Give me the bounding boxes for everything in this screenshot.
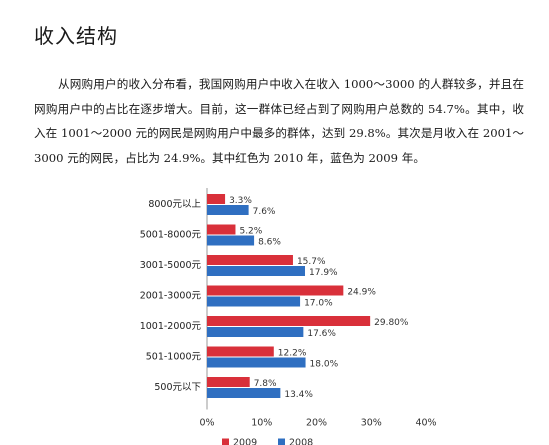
legend-swatch-2009 — [222, 438, 229, 445]
bar-2008 — [207, 357, 306, 368]
x-tick-label: 20% — [306, 418, 327, 429]
x-tick-label: 40% — [415, 418, 436, 429]
bar-2008 — [207, 388, 281, 398]
category-label: 5001-8000元 — [140, 230, 202, 241]
income-bar-chart: 8000元以上 3.3%7.6% 5001-8000元 5.2%8.6% 3001-50… — [140, 188, 437, 445]
bar-2008 — [207, 235, 255, 246]
legend-swatch-2008 — [278, 438, 285, 445]
category-label: 501-1000元 — [146, 352, 202, 363]
section-heading: 收入结构 — [34, 24, 118, 48]
x-tick-label: 30% — [361, 418, 382, 429]
legend-label: 2008 — [289, 438, 313, 445]
bar-2009 — [207, 255, 293, 265]
category-label: 2001-3000元 — [140, 291, 202, 302]
data-label: 24.9% — [347, 288, 376, 298]
bar-2008 — [207, 266, 306, 276]
bar-2009 — [207, 316, 371, 326]
legend-label: 2009 — [233, 438, 257, 445]
bar-2009 — [207, 224, 236, 235]
x-tick-label: 10% — [251, 418, 272, 429]
data-label: 29.80% — [374, 318, 409, 328]
intro-paragraph: 从网购用户的收入分布看，我国网购用户中收入在收入 1000～3000 的人群较多… — [34, 77, 524, 165]
data-label: 7.8% — [254, 379, 277, 389]
x-tick-label: 0% — [199, 418, 214, 429]
data-label: 18.0% — [310, 360, 339, 370]
data-label: 17.0% — [304, 299, 333, 309]
bar-2009 — [207, 285, 344, 296]
bar-2008 — [207, 296, 301, 307]
bar-2008 — [207, 327, 304, 337]
data-label: 8.6% — [258, 238, 281, 248]
category-label: 1001-2000元 — [140, 321, 202, 332]
bar-2008 — [207, 205, 249, 215]
data-label: 5.2% — [239, 227, 262, 237]
data-label: 3.3% — [229, 196, 252, 206]
data-label: 17.6% — [307, 329, 336, 339]
bar-2009 — [207, 346, 274, 357]
data-label: 17.9% — [309, 268, 338, 278]
category-label: 3001-5000元 — [140, 260, 202, 271]
data-label: 7.6% — [253, 207, 276, 217]
data-label: 12.2% — [278, 349, 307, 359]
category-label: 500元以下 — [154, 382, 201, 393]
data-label: 13.4% — [284, 390, 313, 400]
bar-2009 — [207, 194, 226, 204]
data-label: 15.7% — [297, 257, 326, 267]
bar-2009 — [207, 377, 250, 387]
category-label: 8000元以上 — [148, 199, 201, 210]
